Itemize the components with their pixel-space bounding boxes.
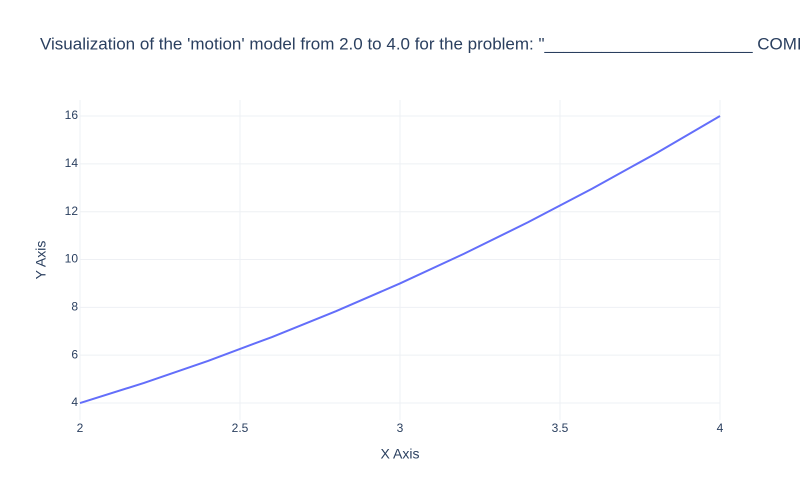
x-tick-label: 3 <box>397 421 404 435</box>
chart-title: Visualization of the 'motion' model from… <box>40 34 800 53</box>
y-tick-label: 6 <box>71 347 78 361</box>
y-tick-label: 16 <box>65 108 79 122</box>
y-tick-label: 4 <box>71 395 78 409</box>
x-tick-label: 2 <box>77 421 84 435</box>
y-tick-label: 12 <box>65 204 79 218</box>
x-tick-label: 2.5 <box>232 421 249 435</box>
y-tick-label: 14 <box>65 156 79 170</box>
y-tick-label: 8 <box>71 300 78 314</box>
x-tick-label: 3.5 <box>552 421 569 435</box>
y-axis-title: Y Axis <box>33 241 49 280</box>
data-line <box>79 115 721 404</box>
y-tick-label: 10 <box>65 252 79 266</box>
x-tick-label: 4 <box>717 421 724 435</box>
x-axis-title: X Axis <box>381 446 420 462</box>
